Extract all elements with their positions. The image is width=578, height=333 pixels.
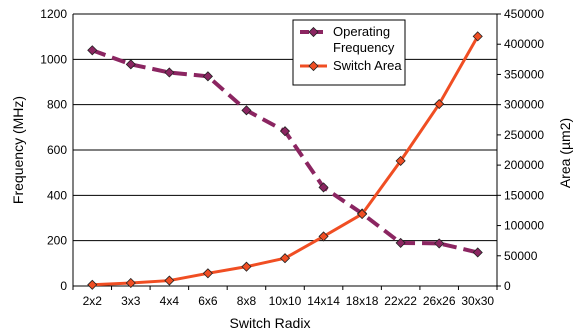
right-tick-label: 50000 (504, 249, 538, 263)
series-operating-frequency (87, 45, 483, 258)
data-point (318, 182, 329, 193)
x-tick-label: 10x10 (269, 294, 302, 308)
x-axis-ticks: 2x2 3x3 4x4 6x6 8x8 10x10 14x14 18x18 22x22 26x26… (72, 286, 498, 308)
right-tick-label: 200000 (504, 158, 544, 172)
data-point (434, 98, 445, 110)
x-tick-label: 30x30 (461, 294, 494, 308)
x-tick-label: 18x18 (346, 294, 379, 308)
legend-label: Switch Area (333, 58, 402, 73)
data-point (87, 45, 98, 56)
legend-item: Switch Area (300, 58, 402, 73)
x-tick-label: 3x3 (121, 294, 141, 308)
right-tick-label: 100000 (504, 219, 544, 233)
plot-area (72, 14, 498, 287)
data-point (125, 277, 136, 289)
left-tick-label: 800 (47, 98, 67, 112)
data-point (357, 209, 368, 220)
x-tick-label: 22x22 (384, 294, 417, 308)
right-tick-label: 300000 (504, 98, 544, 112)
data-point (318, 231, 329, 242)
data-point (472, 31, 483, 42)
series-switch-area (87, 31, 483, 290)
left-tick-label: 1200 (40, 7, 67, 21)
y-axis-title: Frequency (MHz) (10, 96, 26, 204)
left-tick-label: 1000 (40, 52, 67, 66)
series-line (92, 35, 480, 287)
data-point (279, 253, 291, 264)
right-tick-label: 150000 (504, 188, 544, 202)
data-point (202, 71, 213, 82)
data-point (472, 247, 483, 258)
data-point (164, 275, 175, 286)
data-point (279, 126, 291, 137)
legend-marker (308, 60, 319, 72)
data-point (164, 67, 175, 78)
right-tick-label: 250000 (504, 128, 544, 142)
x-tick-label: 4x4 (160, 294, 180, 308)
data-point (241, 261, 252, 272)
left-tick-label: 200 (47, 234, 67, 248)
data-point (241, 105, 252, 116)
x-tick-label: 26x26 (423, 294, 456, 308)
left-axis-ticks: 0 200 400 600 800 1000 1200 (40, 7, 67, 293)
right-tick-label: 450000 (504, 7, 544, 21)
series-line (91, 48, 479, 255)
right-tick-label: 0 (504, 279, 511, 293)
data-point (125, 59, 136, 70)
right-axis-ticks: 0 50000 100000 150000 200000 250000 300000 3500… (497, 7, 544, 293)
x-tick-label: 6x6 (198, 294, 218, 308)
data-point (395, 155, 406, 166)
data-point (434, 238, 445, 249)
data-point (202, 268, 213, 279)
data-point (87, 279, 98, 290)
x-tick-label: 14x14 (307, 294, 340, 308)
series-layer (87, 31, 483, 290)
x-tick-label: 8x8 (237, 294, 257, 308)
left-tick-label: 600 (47, 143, 67, 157)
left-tick-label: 400 (47, 188, 67, 202)
x-axis-title: Switch Radix (230, 315, 311, 331)
legend-label: Operating (333, 24, 390, 39)
legend-label: Frequency (333, 40, 395, 55)
y2-axis-title: Area (µm2) (557, 118, 573, 188)
left-tick-label: 0 (60, 279, 67, 293)
grid-lines (73, 13, 497, 242)
legend-marker (308, 26, 319, 38)
right-tick-label: 350000 (504, 67, 544, 81)
x-tick-label: 2x2 (83, 294, 103, 308)
right-tick-label: 400000 (504, 37, 544, 51)
data-point (395, 237, 406, 248)
